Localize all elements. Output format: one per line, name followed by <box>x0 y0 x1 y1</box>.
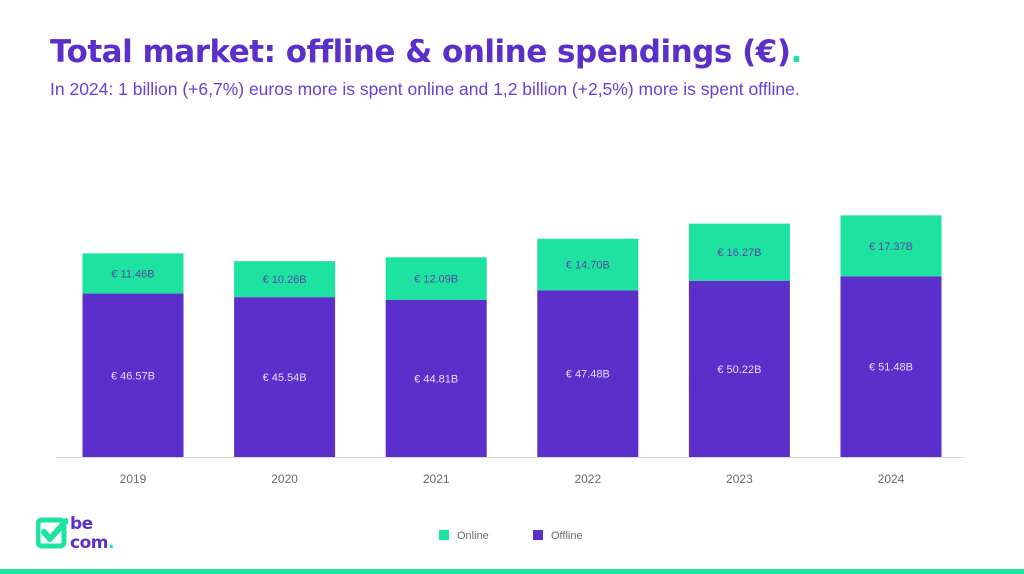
data-label-offline-2024: € 51.48B <box>869 362 913 374</box>
logo-wordmark: be com. <box>70 515 114 553</box>
chart-subtitle: In 2024: 1 billion (+6,7%) euros more is… <box>50 79 800 99</box>
x-tick-label-2023: 2023 <box>726 472 753 486</box>
x-tick-label-2021: 2021 <box>423 472 450 486</box>
data-label-online-2019: € 11.46B <box>111 268 154 280</box>
data-label-online-2024: € 17.37B <box>869 241 913 253</box>
bar-offline-2022 <box>537 290 639 457</box>
x-tick-label-2022: 2022 <box>574 472 601 486</box>
becom-logo: be com. <box>36 515 146 557</box>
title-text: Total market: offline & online spendings… <box>50 34 791 70</box>
data-label-offline-2023: € 50.22B <box>717 364 761 376</box>
data-label-online-2023: € 16.27B <box>717 247 761 259</box>
title-dot: . <box>790 34 803 70</box>
bar-offline-2020 <box>234 297 336 457</box>
bar-online-2020 <box>234 261 336 298</box>
x-tick-label-2024: 2024 <box>878 472 905 486</box>
x-tick-label-2020: 2020 <box>271 472 298 486</box>
legend-swatch-offline <box>533 530 543 540</box>
legend-label-offline: Offline <box>551 530 583 542</box>
legend-swatch-online <box>439 530 449 540</box>
data-label-offline-2020: € 45.54B <box>263 372 307 384</box>
check-mark-logo-icon <box>36 517 68 549</box>
bar-offline-2023 <box>688 280 790 457</box>
data-label-online-2022: € 14.70B <box>566 260 610 272</box>
data-label-offline-2021: € 44.81B <box>414 373 458 385</box>
legend-label-online: Online <box>457 530 489 542</box>
bar-offline-2019 <box>82 293 184 457</box>
logo-word-line1: be <box>70 514 93 534</box>
bar-offline-2021 <box>385 299 487 457</box>
bar-offline-2024 <box>840 276 942 457</box>
bar-online-2022 <box>537 238 639 291</box>
data-label-online-2020: € 10.26B <box>263 274 307 286</box>
chart-title: Total market: offline & online spendings… <box>50 34 802 70</box>
bar-online-2021 <box>385 257 487 300</box>
data-label-online-2021: € 12.09B <box>414 273 458 285</box>
bottom-accent-line <box>0 569 1024 574</box>
bar-online-2019 <box>82 253 184 294</box>
logo-word-line2: com <box>70 533 108 553</box>
data-label-offline-2019: € 46.57B <box>111 370 155 382</box>
bar-online-2023 <box>688 223 790 281</box>
logo-dot: . <box>107 533 114 553</box>
bar-online-2024 <box>840 215 942 277</box>
data-label-offline-2022: € 47.48B <box>566 369 610 381</box>
x-tick-label-2019: 2019 <box>120 472 147 486</box>
